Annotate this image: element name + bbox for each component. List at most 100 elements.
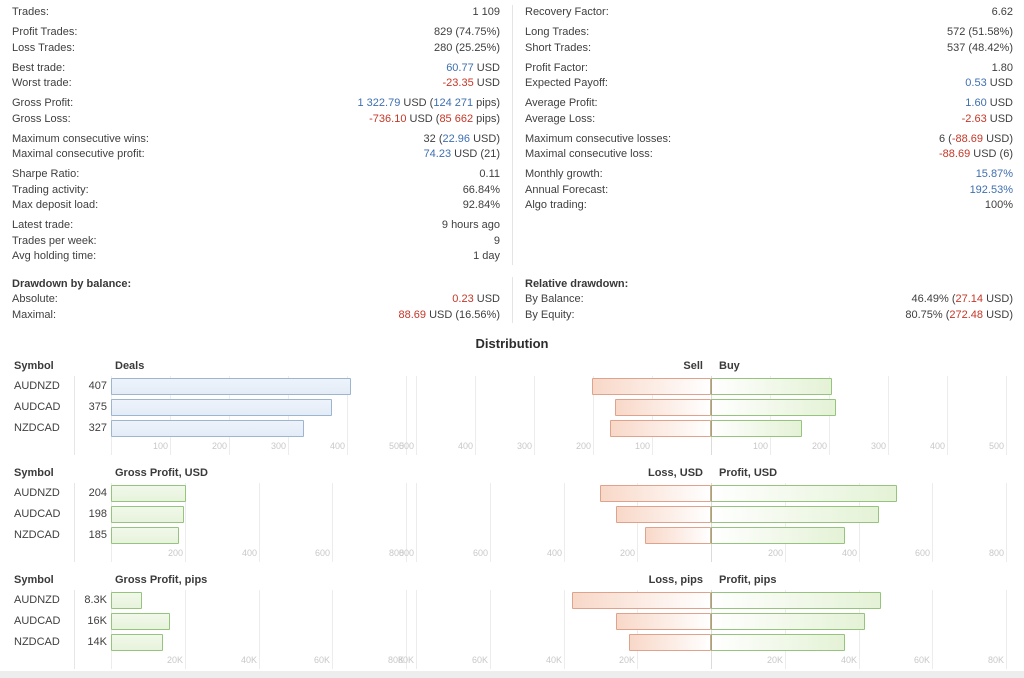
stat-value-part: 0.23 — [452, 293, 474, 305]
symbol-label: AUDNZD — [14, 594, 60, 606]
axis-tick-label: 20K — [766, 655, 783, 665]
gridline — [564, 590, 565, 669]
stat-group: Sharpe Ratio: 0.11 Trading activity: 66.84%… — [12, 167, 500, 214]
stat-label: Latest trade: — [12, 219, 74, 231]
symbol-label: NZDCAD — [14, 422, 60, 434]
axis-tick-label: 800 — [988, 548, 1004, 558]
stat-row: Max deposit load: 92.84% — [12, 198, 500, 214]
neg-series-title: Loss, USD — [647, 467, 703, 479]
stat-value-part: 66.84% — [462, 183, 500, 196]
stat-label: Worst trade: — [12, 77, 72, 89]
gridline — [259, 483, 260, 562]
gridline — [185, 590, 186, 669]
stat-value-part: 124 271 — [433, 97, 474, 109]
distribution-title: Distribution — [475, 336, 549, 351]
stat-value-part: 27.14 — [955, 293, 984, 305]
stat-label: Maximal consecutive loss: — [525, 148, 653, 160]
sell-bar — [592, 378, 711, 395]
stat-value: 66.84% — [463, 183, 500, 199]
symbol-column-header: Symbol — [14, 574, 54, 586]
axis-tick-label: 20K — [618, 655, 635, 665]
value-label: 14K — [87, 636, 107, 648]
distribution-group-deals: Symbol Deals Sell Buy 100 200 300 400 500 100 100 2… — [0, 359, 1024, 455]
stat-value: 1 day — [473, 249, 500, 265]
value-label: 8.3K — [84, 594, 107, 606]
value-label: 327 — [88, 422, 107, 434]
stat-label: By Balance: — [525, 293, 584, 305]
gridline — [1006, 376, 1007, 455]
stat-row: Profit Trades: 829 (74.75%) — [12, 25, 500, 41]
axis-tick-label: 600 — [314, 548, 330, 558]
stat-label: Long Trades: — [525, 26, 590, 38]
stat-group: Latest trade: 9 hours ago Trades per week:… — [12, 218, 500, 265]
stat-row: Worst trade: -23.35 USD — [12, 76, 500, 92]
stat-value-part: USD (16.56%) — [426, 308, 500, 321]
gridline — [259, 590, 260, 669]
stat-value: 0.53 USD — [965, 76, 1013, 92]
gridline — [406, 590, 407, 669]
profit-pips-bar — [711, 592, 881, 609]
stat-value-part: 6.62 — [991, 6, 1013, 18]
stat-value-part: 829 (74.75%) — [433, 26, 500, 38]
stat-label: Loss Trades: — [12, 41, 75, 54]
neg-series-title: Loss, pips — [648, 574, 703, 586]
stat-value: 92.84% — [463, 198, 500, 214]
gridline — [1006, 483, 1007, 562]
stat-label: Profit Factor: — [525, 61, 588, 74]
stat-row: By Balance: 46.49% (27.14 USD) — [525, 292, 1013, 308]
stat-value-part: 32 ( — [423, 132, 443, 145]
symbol-column-divider — [74, 376, 75, 455]
symbol-label: AUDNZD — [14, 380, 60, 392]
stat-value: 1.80 — [992, 61, 1013, 77]
drawdown-by-balance-rows: Absolute: 0.23 USD Maximal: 88.69 USD (16.5… — [12, 292, 500, 323]
stat-row: Trading activity: 66.84% — [12, 183, 500, 199]
stat-row: Trades per week: 9 — [12, 234, 500, 250]
profit-pips-bar — [711, 613, 865, 630]
stat-label: By Equity: — [525, 308, 575, 321]
axis-tick-label: 80K — [987, 655, 1004, 665]
loss-usd-bar — [616, 506, 711, 523]
stat-group: Recovery Factor: 6.62 — [525, 5, 1013, 21]
stats-column-right: Recovery Factor: 6.62 Long Trades: 572 (51.… — [512, 5, 1013, 265]
stat-value: 6 (-88.69 USD) — [939, 132, 1013, 148]
stat-row: Expected Payoff: 0.53 USD — [525, 76, 1013, 92]
symbol-column-header: Symbol — [14, 467, 54, 479]
axis-tick-label: 20K — [166, 655, 183, 665]
stat-value: -23.35 USD — [443, 76, 500, 92]
buy-bar — [711, 378, 832, 395]
value-label: 16K — [87, 615, 107, 627]
stat-label: Gross Loss: — [12, 112, 71, 125]
stat-group: Trades: 1 109 — [12, 5, 500, 21]
stat-value-part: 22.96 — [442, 132, 471, 145]
stat-label: Average Loss: — [525, 112, 596, 125]
stat-group: Gross Profit: 1 322.79 USD (124 271 pips)… — [12, 96, 500, 127]
loss-pips-bar — [572, 592, 711, 609]
stat-value-part: 1.80 — [991, 61, 1013, 74]
stat-row: Avg holding time: 1 day — [12, 249, 500, 265]
stat-value-part: pips) — [473, 97, 500, 109]
stat-value-part: -736.10 — [369, 112, 407, 125]
axis-tick-label: 300 — [516, 441, 532, 451]
gridline — [406, 483, 407, 562]
stat-value-part: 88.69 — [398, 308, 427, 321]
stat-value: 829 (74.75%) — [434, 25, 500, 41]
stat-row: Maximal consecutive loss: -88.69 USD (6) — [525, 147, 1013, 163]
stat-row: Gross Profit: 1 322.79 USD (124 271 pips) — [12, 96, 500, 112]
profit-pips-bar — [711, 634, 845, 651]
symbol-label: AUDCAD — [14, 508, 61, 520]
symbol-label: AUDCAD — [14, 615, 61, 627]
stat-value: 537 (48.42%) — [947, 41, 1013, 57]
gridline — [406, 376, 407, 455]
deals-bar — [111, 420, 304, 437]
stat-row: Monthly growth: 15.87% — [525, 167, 1013, 183]
gridline — [332, 590, 333, 669]
axis-tick-label: 200 — [575, 441, 591, 451]
stat-value-part: 6 ( — [939, 132, 952, 145]
symbol-label: AUDNZD — [14, 487, 60, 499]
distribution-group-gross-profit-usd: Symbol Gross Profit, USD Loss, USD Profit, … — [0, 466, 1024, 562]
stat-label: Annual Forecast: — [525, 183, 609, 196]
stat-value-part: USD) — [470, 132, 500, 145]
stat-value-part: 572 (51.58%) — [946, 26, 1013, 38]
stat-value-part: 46.49% ( — [911, 293, 956, 305]
loss-usd-bar — [645, 527, 711, 544]
